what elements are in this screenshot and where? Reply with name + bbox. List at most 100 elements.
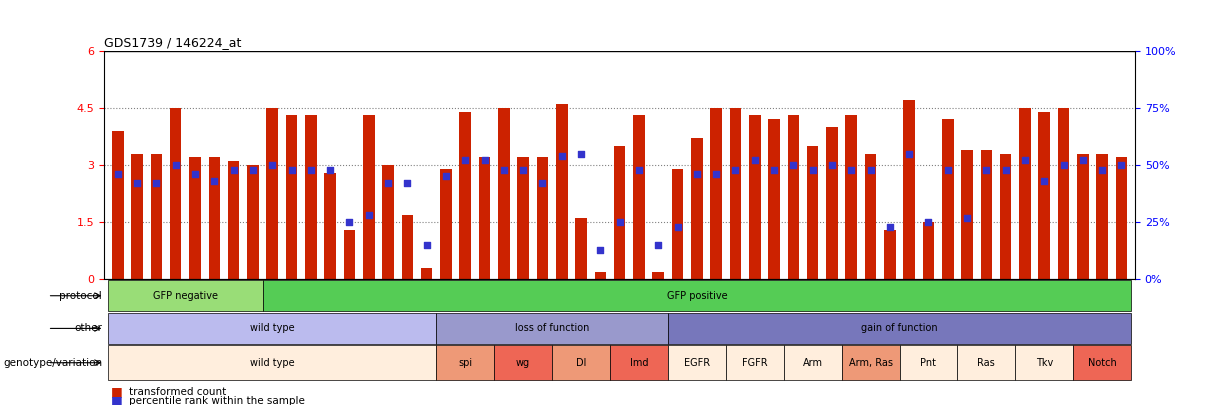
Text: Arm: Arm	[802, 358, 822, 368]
Point	[398, 180, 417, 187]
Point	[784, 162, 804, 168]
Bar	[151, 153, 162, 279]
Bar	[498, 108, 509, 279]
Text: Ras: Ras	[978, 358, 995, 368]
Point	[320, 166, 340, 173]
FancyBboxPatch shape	[437, 345, 494, 380]
Bar	[885, 230, 896, 279]
Bar	[1038, 112, 1050, 279]
Text: transformed count: transformed count	[129, 387, 226, 397]
Text: Imd: Imd	[629, 358, 648, 368]
Point	[340, 219, 360, 226]
Point	[977, 166, 996, 173]
Bar	[807, 146, 818, 279]
FancyBboxPatch shape	[108, 280, 263, 311]
Point	[146, 180, 166, 187]
Text: protocol: protocol	[59, 291, 102, 301]
Bar	[942, 119, 953, 279]
Point	[745, 157, 764, 164]
Point	[860, 166, 880, 173]
Text: wg: wg	[517, 358, 530, 368]
FancyBboxPatch shape	[1015, 345, 1074, 380]
Point	[360, 212, 379, 219]
Bar	[131, 153, 142, 279]
Point	[1034, 178, 1054, 184]
Point	[263, 162, 282, 168]
Point	[128, 180, 147, 187]
Point	[552, 153, 572, 159]
Point	[223, 166, 243, 173]
FancyBboxPatch shape	[784, 345, 842, 380]
Bar	[383, 165, 394, 279]
Bar	[671, 169, 683, 279]
Point	[822, 162, 842, 168]
FancyBboxPatch shape	[108, 313, 437, 344]
Bar	[1097, 153, 1108, 279]
FancyBboxPatch shape	[108, 345, 437, 380]
Bar	[768, 119, 780, 279]
Bar	[614, 146, 626, 279]
Bar	[189, 158, 201, 279]
Bar	[903, 100, 915, 279]
FancyBboxPatch shape	[842, 345, 899, 380]
Text: GFP negative: GFP negative	[153, 291, 218, 301]
Point	[648, 242, 667, 248]
Bar	[633, 115, 644, 279]
Point	[572, 150, 591, 157]
FancyBboxPatch shape	[263, 280, 1131, 311]
Point	[880, 224, 899, 230]
Bar	[710, 108, 721, 279]
Text: FGFR: FGFR	[742, 358, 768, 368]
Text: Notch: Notch	[1088, 358, 1117, 368]
Point	[707, 171, 726, 177]
Point	[1074, 157, 1093, 164]
Point	[629, 166, 649, 173]
Point	[475, 157, 494, 164]
Text: Arm, Ras: Arm, Ras	[849, 358, 892, 368]
FancyBboxPatch shape	[494, 345, 552, 380]
Text: Tkv: Tkv	[1036, 358, 1053, 368]
Bar	[401, 215, 413, 279]
Bar	[363, 115, 374, 279]
Bar	[826, 127, 838, 279]
FancyBboxPatch shape	[437, 313, 667, 344]
Point	[764, 166, 784, 173]
Point	[436, 173, 455, 180]
Text: EGFR: EGFR	[683, 358, 710, 368]
Point	[610, 219, 629, 226]
Bar	[324, 173, 336, 279]
Point	[1054, 162, 1074, 168]
Point	[513, 166, 533, 173]
Bar	[980, 150, 993, 279]
Bar	[479, 158, 491, 279]
Point	[802, 166, 822, 173]
Bar	[1058, 108, 1070, 279]
Point	[533, 180, 552, 187]
Point	[1015, 157, 1034, 164]
FancyBboxPatch shape	[667, 345, 726, 380]
Text: Pnt: Pnt	[920, 358, 936, 368]
FancyBboxPatch shape	[957, 345, 1015, 380]
Bar	[459, 112, 471, 279]
Point	[842, 166, 861, 173]
Bar	[788, 115, 799, 279]
Point	[455, 157, 475, 164]
Point	[1112, 162, 1131, 168]
Point	[243, 166, 263, 173]
Point	[166, 162, 185, 168]
Bar	[845, 115, 856, 279]
Bar	[1020, 108, 1031, 279]
Text: ■: ■	[110, 386, 123, 399]
Text: spi: spi	[458, 358, 472, 368]
Bar	[247, 165, 259, 279]
Point	[957, 214, 977, 221]
Bar	[865, 153, 876, 279]
Bar	[536, 158, 548, 279]
Text: gain of function: gain of function	[861, 324, 937, 333]
Bar	[575, 218, 587, 279]
Point	[185, 171, 205, 177]
Point	[205, 178, 225, 184]
Bar	[1077, 153, 1088, 279]
Bar	[691, 139, 703, 279]
Point	[996, 166, 1016, 173]
